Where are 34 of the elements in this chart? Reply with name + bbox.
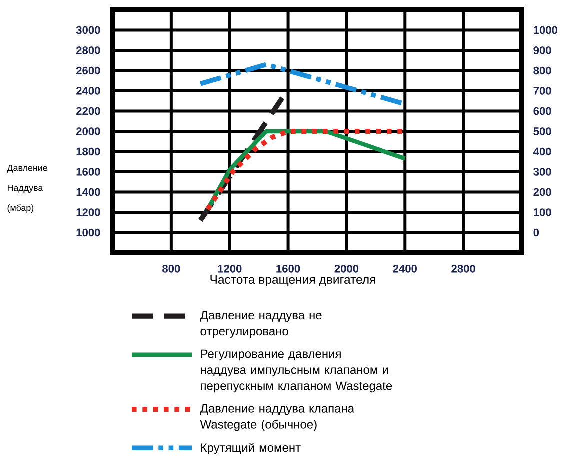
y2-tick-label: 400 [534,148,552,156]
y-tick-label: 2400 [76,87,100,95]
y2-tick-label: 500 [534,128,552,136]
y2-tick-label: 700 [534,87,552,95]
legend-label: Давление наддува клапана Wastegate (обычное) [200,404,355,432]
y2-tick-label: 600 [534,107,552,116]
legend-label: Крутящий момент [201,443,301,454]
legend-label: Регулирование давления наддува импульсным клапаном и перепускным клапаном Wastegate [201,350,392,393]
x-tick-label: 2800 [452,264,476,273]
y2-tick-label: 300 [534,168,552,176]
x-axis-title: Частота вращения двигателя [210,275,376,286]
y2-tick-label: 200 [534,188,552,196]
y-tick-label: 2200 [76,107,100,116]
y-tick-label: 1000 [76,228,100,237]
y-tick-label: 2800 [76,46,100,54]
y-tick-label: 1600 [76,168,100,176]
x-tick-label: 800 [162,264,180,273]
y-tick-label: 2000 [76,128,100,136]
legend-label: Давление наддува не отрегулировано [200,311,322,338]
text: Давление Наддува (мбар) [7,164,48,213]
y2-tick-label: 100 [534,208,552,216]
x-tick-label: 1600 [276,264,300,273]
y-tick-label: 1800 [76,148,100,156]
x-tick-label: 2000 [334,264,359,273]
y-tick-label: 3000 [76,26,100,34]
y2-tick-label: 800 [534,66,552,75]
x-tick-label: 1200 [218,264,242,273]
y2-tick-label: 1000 [534,26,558,34]
y-tick-label: 1400 [76,188,100,196]
y-tick-label: 1200 [76,208,100,216]
y2-tick-label: 0 [534,228,540,237]
x-tick-label: 2400 [393,264,417,273]
y2-tick-label: 900 [534,46,552,54]
y-tick-label: 2600 [76,66,100,75]
